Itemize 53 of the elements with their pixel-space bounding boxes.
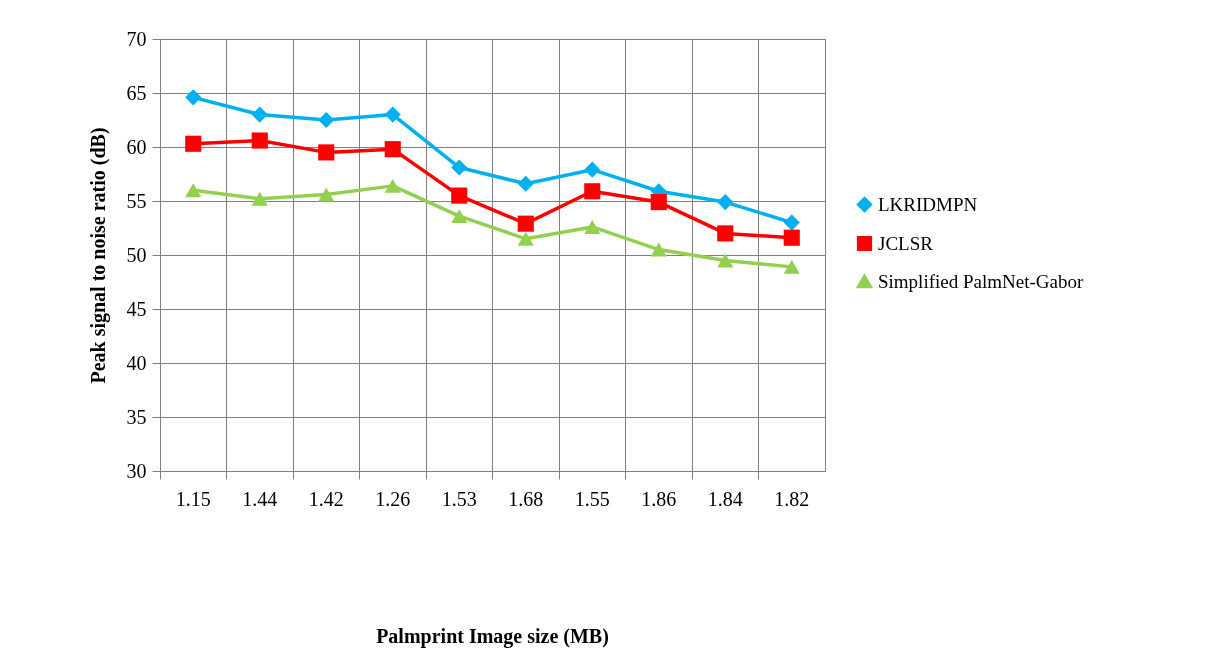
y-tick-label: 35	[126, 405, 147, 428]
y-tick-label: 60	[126, 135, 147, 158]
point	[517, 175, 534, 192]
point	[717, 194, 734, 211]
x-tick-label: 1.42	[308, 487, 344, 510]
point	[584, 161, 601, 178]
point	[185, 183, 202, 198]
point	[451, 159, 468, 176]
point	[783, 229, 800, 246]
point	[185, 89, 202, 106]
x-tick-label: 1.84	[707, 487, 743, 510]
point	[384, 141, 401, 158]
x-tick-label: 1.86	[641, 487, 677, 510]
point	[318, 187, 335, 202]
x-tick-label: 1.82	[774, 487, 810, 510]
y-tick-label: 50	[126, 243, 147, 266]
legend-label: Simplified PalmNet-Gabor	[878, 270, 1084, 292]
point	[318, 144, 335, 161]
y-tick-label: 45	[126, 297, 147, 320]
point	[251, 106, 268, 123]
y-tick-label: 65	[126, 81, 147, 104]
point	[517, 215, 534, 232]
point	[251, 132, 268, 149]
point	[185, 135, 202, 152]
y-axis-title: Peak signal to noise ratio (dB)	[86, 127, 110, 384]
point	[584, 183, 601, 200]
point	[650, 194, 667, 211]
point	[650, 242, 667, 257]
point	[318, 111, 335, 129]
x-tick-label: 1.44	[242, 487, 278, 510]
y-tick-label: 40	[126, 351, 147, 374]
point	[783, 259, 800, 274]
point	[384, 178, 401, 193]
point	[783, 214, 800, 231]
point	[451, 187, 468, 204]
point	[717, 225, 734, 242]
y-tick-label: 70	[126, 27, 147, 50]
point	[451, 209, 468, 224]
x-tick-label: 1.26	[375, 487, 411, 510]
point	[517, 231, 534, 246]
x-tick-label: 1.15	[175, 487, 211, 510]
point	[384, 106, 401, 123]
x-tick-label: 1.68	[508, 487, 544, 510]
y-tick-label: 30	[126, 459, 147, 482]
x-tick-label: 1.53	[441, 487, 477, 510]
legend-label: LKRIDMPN	[878, 193, 978, 215]
legend-label: JCLSR	[878, 232, 934, 254]
point	[717, 253, 734, 268]
x-tick-label: 1.55	[574, 487, 610, 510]
text: Palmprint Image size (MB)	[376, 625, 609, 648]
y-tick-label: 55	[126, 189, 147, 212]
point	[584, 219, 601, 234]
point	[251, 191, 268, 206]
